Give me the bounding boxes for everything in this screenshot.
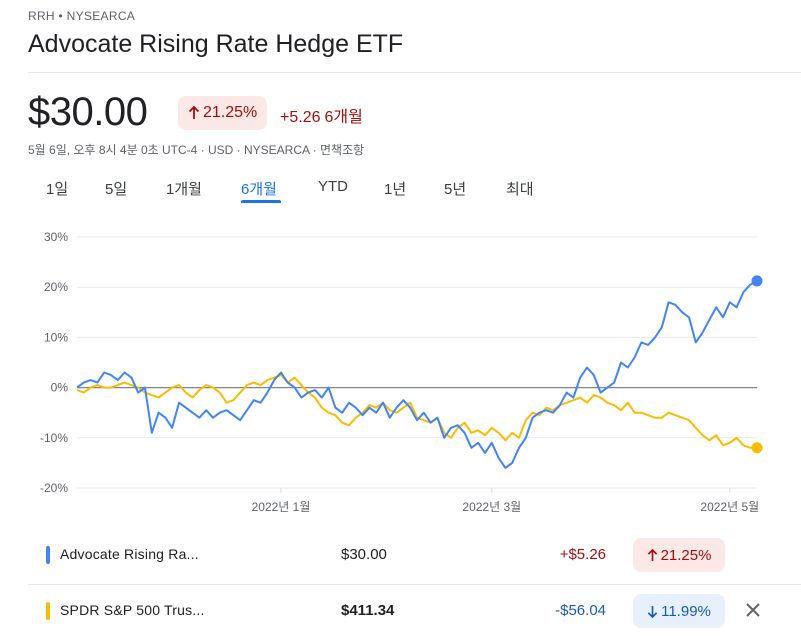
- arrow-up-icon: [647, 548, 657, 561]
- series-color-swatch: [46, 546, 50, 564]
- comparison-pct-badge: 21.25%: [633, 538, 725, 572]
- tab-0[interactable]: 1일: [46, 181, 69, 198]
- x-tick-label: 2022년 3월: [462, 500, 521, 514]
- row-divider: [28, 584, 801, 585]
- y-tick-label: 20%: [44, 280, 68, 294]
- absolute-change-value: +5.26: [280, 109, 321, 126]
- comparison-value: $411.34: [341, 602, 395, 619]
- series-line-1: [76, 374, 757, 449]
- tab-2[interactable]: 1개월: [166, 181, 202, 198]
- tab-4[interactable]: YTD: [318, 178, 348, 195]
- tab-5[interactable]: 1년: [384, 181, 407, 198]
- comparison-pct-badge: 11.99%: [633, 594, 725, 628]
- comparison-pct-value: 11.99%: [661, 602, 711, 620]
- y-tick-label: -20%: [40, 481, 68, 495]
- series-end-point-1: [751, 442, 763, 454]
- comparison-name: Advocate Rising Ra...: [60, 546, 199, 562]
- remove-comparison-button[interactable]: [740, 597, 766, 623]
- ticker-label: RRH • NYSEARCA: [28, 9, 136, 23]
- current-price: $30.00: [28, 90, 148, 134]
- comparison-value: $30.00: [341, 546, 387, 563]
- y-tick-label: 30%: [44, 230, 68, 244]
- y-tick-label: 10%: [44, 330, 68, 344]
- close-icon: [746, 603, 760, 617]
- comparison-name: SPDR S&P 500 Trus...: [60, 602, 205, 618]
- percent-change-badge: 21.25%: [178, 96, 268, 130]
- page-title: Advocate Rising Rate Hedge ETF: [28, 30, 404, 58]
- y-tick-label: 0%: [51, 381, 69, 395]
- quote-meta: 5월 6일, 오후 8시 4분 0초 UTC-4 · USD · NYSEARC…: [28, 143, 365, 157]
- price-chart: 30% 20% 10% 0% -10% -20% 2022년 1월 2022년 3월 2022년…: [40, 230, 763, 514]
- active-tab-indicator: [241, 200, 281, 203]
- series-end-point-0: [751, 275, 763, 287]
- comparison-change: +$5.26: [559, 546, 606, 563]
- tab-6[interactable]: 5년: [444, 181, 467, 198]
- comparison-row-spy[interactable]: SPDR S&P 500 Trus... $411.34 -$56.04 11.…: [28, 586, 801, 636]
- tab-1[interactable]: 5일: [105, 181, 128, 198]
- absolute-change: +5.26 6개월: [280, 103, 363, 127]
- change-period: 6개월: [324, 109, 363, 126]
- x-tick-label: 2022년 5월: [700, 500, 759, 514]
- header-divider: [28, 72, 801, 73]
- comparison-change: -$56.04: [555, 602, 606, 619]
- comparison-pct-value: 21.25%: [660, 546, 712, 564]
- tab-7[interactable]: 최대: [506, 181, 534, 198]
- series-line-0: [76, 280, 758, 469]
- arrow-up-icon: [188, 106, 200, 119]
- arrow-down-icon: [647, 605, 658, 618]
- comparison-row-rrh[interactable]: Advocate Rising Ra... $30.00 +$5.26 21.2…: [28, 530, 801, 580]
- tab-3[interactable]: 6개월: [241, 181, 277, 198]
- y-tick-label: -10%: [40, 431, 68, 445]
- percent-change-value: 21.25%: [203, 104, 258, 121]
- series-color-swatch: [46, 602, 50, 620]
- x-tick-label: 2022년 1월: [252, 500, 311, 514]
